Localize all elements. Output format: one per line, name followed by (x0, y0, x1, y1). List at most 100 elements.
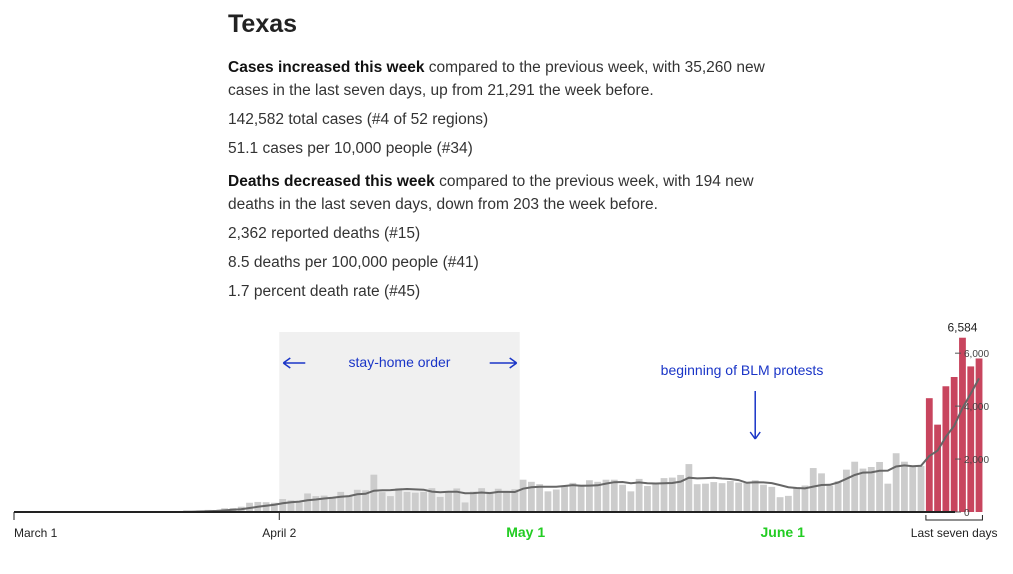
bar (411, 492, 419, 512)
bar (644, 486, 651, 512)
bar (619, 484, 626, 512)
y-tick-label: 6,000 (964, 349, 989, 360)
bar (876, 461, 883, 512)
bar (329, 497, 336, 512)
bar (312, 496, 320, 512)
bar (710, 482, 718, 512)
recent-bar (959, 337, 966, 512)
bar (851, 461, 859, 512)
down-arrow-icon (749, 391, 761, 440)
bar (818, 473, 825, 512)
deaths-lead: Deaths decreased this week (228, 173, 435, 190)
bar (527, 481, 535, 512)
bar (561, 486, 568, 512)
bar (718, 483, 726, 512)
bar (461, 502, 469, 512)
bar (519, 479, 527, 512)
bar (834, 481, 842, 512)
bar (901, 461, 908, 512)
bar (610, 479, 618, 512)
bar (843, 469, 850, 512)
bar (262, 502, 270, 512)
bar (403, 491, 411, 512)
bar (337, 491, 345, 512)
stay-home-label: stay-home order (349, 354, 451, 370)
recent-bar (975, 358, 983, 512)
bar (445, 491, 452, 512)
bar (677, 474, 684, 512)
bar (436, 496, 444, 512)
y-tick-label: 4,000 (964, 402, 989, 413)
reported-deaths: 2,362 reported deaths (#15) (228, 225, 421, 242)
bar (627, 491, 635, 512)
bar (544, 491, 552, 512)
bar (726, 481, 734, 512)
bar (370, 474, 378, 512)
y-tick-label: 0 (964, 508, 970, 519)
y-tick-label: 2,000 (964, 455, 989, 466)
bar (478, 488, 486, 512)
bar (486, 491, 494, 512)
bar (884, 483, 892, 512)
bar (702, 483, 709, 512)
recent-bar (967, 366, 975, 512)
bar (776, 497, 784, 512)
bar (826, 485, 834, 512)
bar (867, 467, 875, 512)
bar (668, 477, 676, 512)
bar (660, 478, 668, 512)
bar (295, 502, 303, 512)
bar (809, 468, 817, 512)
bar (428, 488, 436, 512)
bar (577, 484, 585, 512)
deaths-per-capita: 8.5 deaths per 100,000 people (#41) (228, 254, 479, 271)
total-cases: 142,582 total cases (#4 of 52 regions) (228, 111, 489, 128)
cases-text: compared to the previous week, with 35,2… (228, 59, 765, 99)
bar (320, 495, 328, 512)
bar (892, 453, 900, 512)
death-rate: 1.7 percent death rate (#45) (228, 283, 421, 300)
last-seven-bracket (925, 515, 983, 521)
right-arrow-icon (489, 357, 518, 369)
bar (917, 465, 925, 512)
recent-bar (950, 377, 958, 512)
bar (552, 489, 560, 512)
x-tick-label: March 1 (14, 526, 58, 540)
bar (469, 491, 477, 512)
x-tick-label: April 2 (262, 526, 296, 540)
last-seven-label: Last seven days (911, 526, 998, 540)
peak-value-label: 6,584 (947, 321, 977, 335)
bar (793, 488, 801, 512)
bar (602, 479, 610, 512)
bar (503, 491, 510, 512)
bar (387, 496, 394, 512)
bar (378, 492, 386, 512)
bar (735, 482, 743, 512)
cases-per-capita: 51.1 cases per 10,000 people (#34) (228, 140, 473, 157)
bar (693, 484, 701, 512)
bar (859, 468, 867, 512)
bar (751, 480, 759, 512)
bar (784, 495, 792, 512)
x-tick-label: June 1 (761, 524, 806, 540)
deaths-summary: Deaths decreased this week compared to t… (228, 170, 788, 216)
bar (569, 482, 577, 512)
bar (909, 467, 917, 512)
bar (304, 493, 311, 512)
bar (652, 483, 660, 512)
bar (420, 491, 428, 512)
recent-bar (934, 424, 941, 512)
bar (685, 464, 693, 512)
seven-day-average-line (183, 377, 980, 513)
page-title: Texas (228, 10, 298, 38)
bar (287, 500, 295, 512)
bar (768, 486, 776, 512)
left-arrow-icon (282, 357, 306, 369)
bar (743, 482, 751, 512)
bar (511, 489, 519, 512)
bar (395, 488, 403, 512)
x-tick-label: May 1 (506, 524, 545, 540)
bar (586, 480, 593, 512)
bar (270, 502, 278, 512)
